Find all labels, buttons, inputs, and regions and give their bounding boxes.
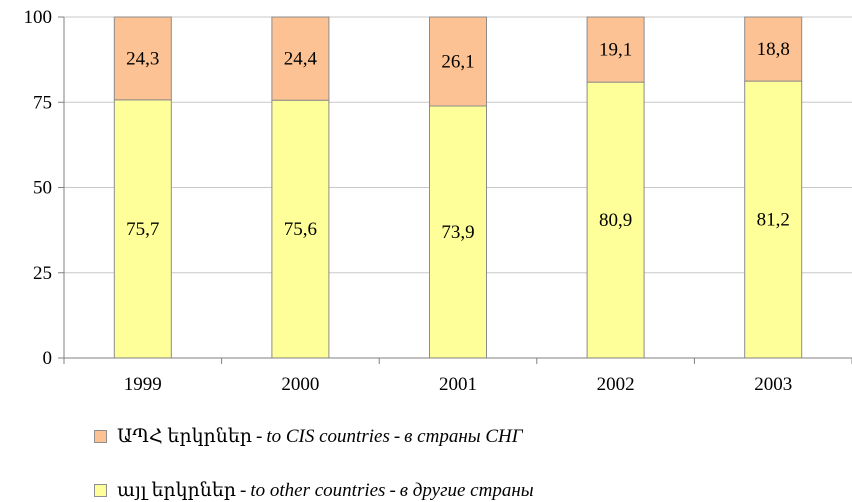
legend-item-cis: ԱՊՀ երկրներ - to CIS countries - в стран… — [94, 425, 523, 448]
data-label: 24,3 — [126, 48, 159, 69]
stacked-bar-chart: 0 25 50 75 100 1999 2000 2001 2002 2003 75,7 24,3 7… — [0, 0, 852, 400]
data-label: 18,8 — [757, 39, 790, 60]
data-label: 80,9 — [599, 210, 632, 231]
legend-separator: - — [240, 480, 246, 502]
x-tick-label: 2001 — [439, 374, 477, 395]
legend-swatch-other — [94, 484, 107, 497]
legend-separator: - — [394, 426, 400, 448]
legend-label-other-ru: в другие страны — [400, 480, 534, 502]
x-tick-label: 2003 — [754, 374, 792, 395]
data-label: 75,7 — [126, 219, 159, 240]
data-label: 26,1 — [441, 52, 474, 73]
data-label: 24,4 — [284, 49, 318, 70]
legend-swatch-cis — [94, 430, 107, 443]
y-tick-label: 100 — [24, 7, 53, 28]
data-label: 19,1 — [599, 40, 632, 61]
legend-label-cis-hy: ԱՊՀ երկրներ — [117, 425, 252, 448]
legend-label-other-en: to other countries — [250, 480, 385, 502]
data-label: 75,6 — [284, 219, 317, 240]
y-tick-label: 25 — [33, 263, 52, 284]
data-label: 73,9 — [441, 222, 474, 243]
y-tick-label: 50 — [33, 178, 52, 199]
y-tick-label: 0 — [43, 348, 53, 369]
legend-label-cis-en: to CIS countries — [266, 426, 390, 448]
x-tick-label: 2000 — [281, 374, 319, 395]
legend-separator: - — [256, 426, 262, 448]
data-label: 81,2 — [757, 210, 790, 231]
y-tick-label: 75 — [33, 92, 52, 113]
legend-separator: - — [389, 480, 395, 502]
x-tick-label: 1999 — [124, 374, 162, 395]
legend-item-other: այլ երկրներ - to other countries - в дру… — [94, 479, 534, 502]
legend-label-cis-ru: в страны СНГ — [404, 426, 522, 448]
legend-label-other-hy: այլ երկրներ — [117, 479, 236, 502]
x-tick-label: 2002 — [597, 374, 635, 395]
